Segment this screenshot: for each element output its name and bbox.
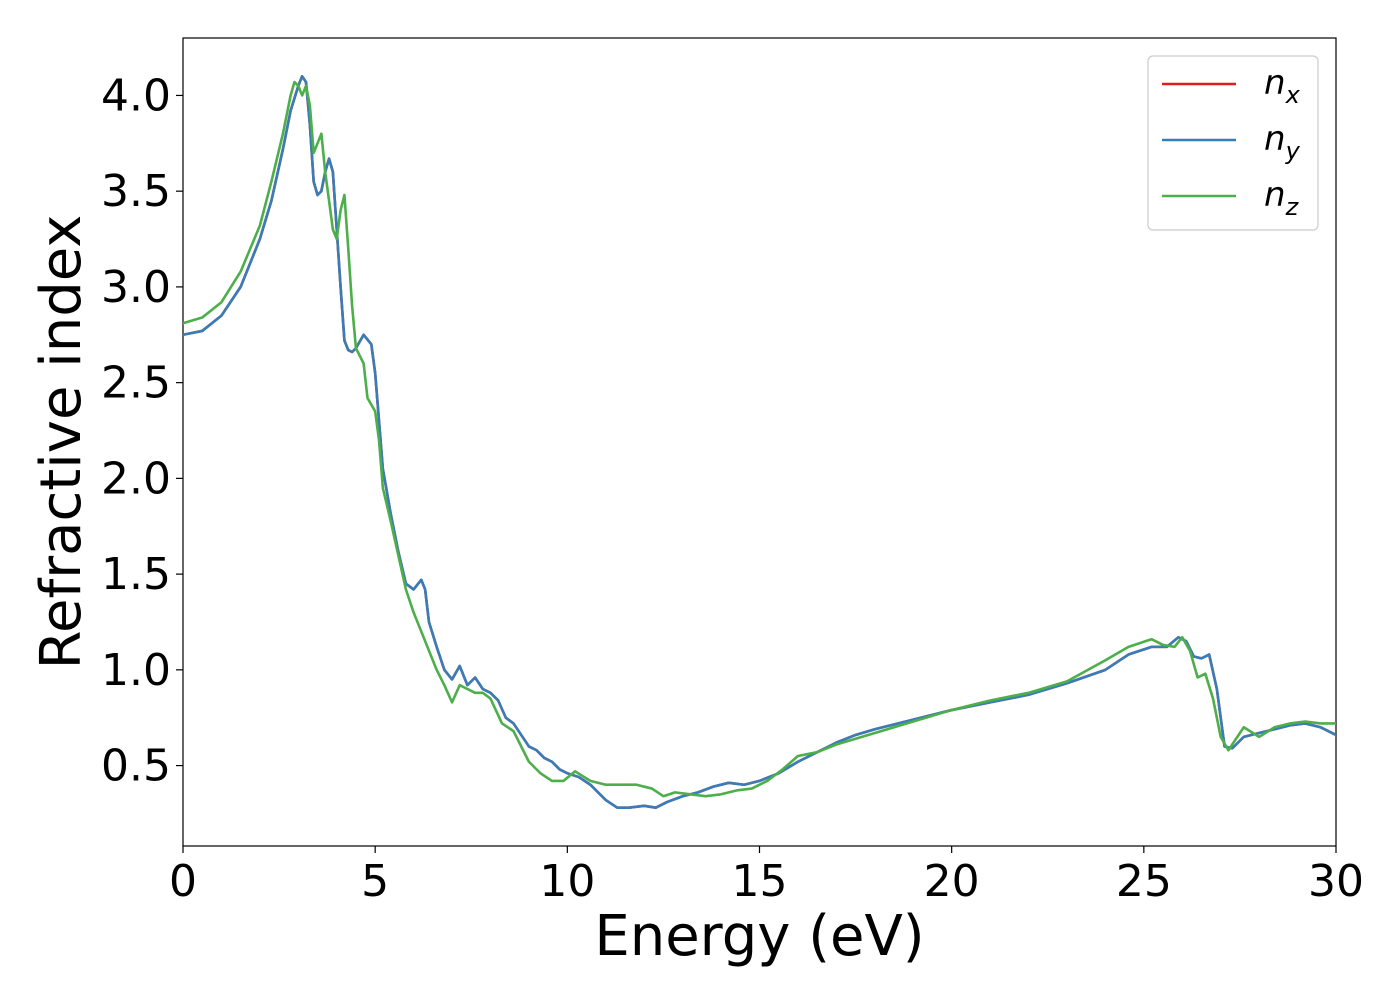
y-tick-label: 3.0 — [101, 262, 171, 313]
series-line-n-z — [183, 80, 1336, 798]
legend-label-base: n — [1264, 119, 1286, 159]
y-tick-label: 0.5 — [101, 741, 171, 792]
legend-label-subscript: y — [1285, 137, 1301, 165]
x-tick-label: 0 — [169, 856, 197, 907]
x-tick-label: 5 — [361, 856, 389, 907]
legend-label-base: n — [1264, 175, 1286, 215]
y-tick-label: 1.0 — [101, 645, 171, 696]
legend-box — [1147, 55, 1319, 231]
legend-label: ny — [1264, 119, 1301, 165]
series-line-n-y — [183, 74, 1336, 810]
legend-entry-n-x: nx — [1162, 63, 1301, 109]
y-axis-title: Refractive index — [29, 215, 94, 670]
y-tick-label: 2.5 — [101, 358, 171, 409]
plot-area: 0 5 10 15 20 25 30 0.5 1.0 1.5 2.0 2.5 3.0 3.5 4.0 — [101, 37, 1364, 907]
x-axis-title: Energy (eV) — [594, 904, 924, 969]
series-group — [183, 74, 1336, 810]
x-tick-label: 25 — [1116, 856, 1172, 907]
legend-label: nz — [1264, 175, 1300, 221]
legend-entry-n-y: ny — [1162, 119, 1301, 165]
legend-label-subscript: x — [1285, 81, 1301, 109]
y-tick-label: 1.5 — [101, 549, 171, 600]
y-tick-label: 4.0 — [101, 70, 171, 121]
y-tick-label: 2.0 — [101, 453, 171, 504]
x-axis-ticks: 0 5 10 15 20 25 30 — [169, 846, 1364, 907]
x-tick-label: 10 — [539, 856, 595, 907]
x-tick-label: 15 — [732, 856, 788, 907]
legend-entry-n-z: nz — [1162, 175, 1300, 221]
x-tick-label: 20 — [924, 856, 980, 907]
legend-label-subscript: z — [1285, 193, 1300, 221]
y-axis-ticks: 0.5 1.0 1.5 2.0 2.5 3.0 3.5 4.0 — [101, 70, 183, 792]
legend-label: nx — [1264, 63, 1301, 109]
y-tick-label: 3.5 — [101, 166, 171, 217]
legend-label-base: n — [1264, 63, 1286, 103]
x-tick-label: 30 — [1308, 856, 1364, 907]
